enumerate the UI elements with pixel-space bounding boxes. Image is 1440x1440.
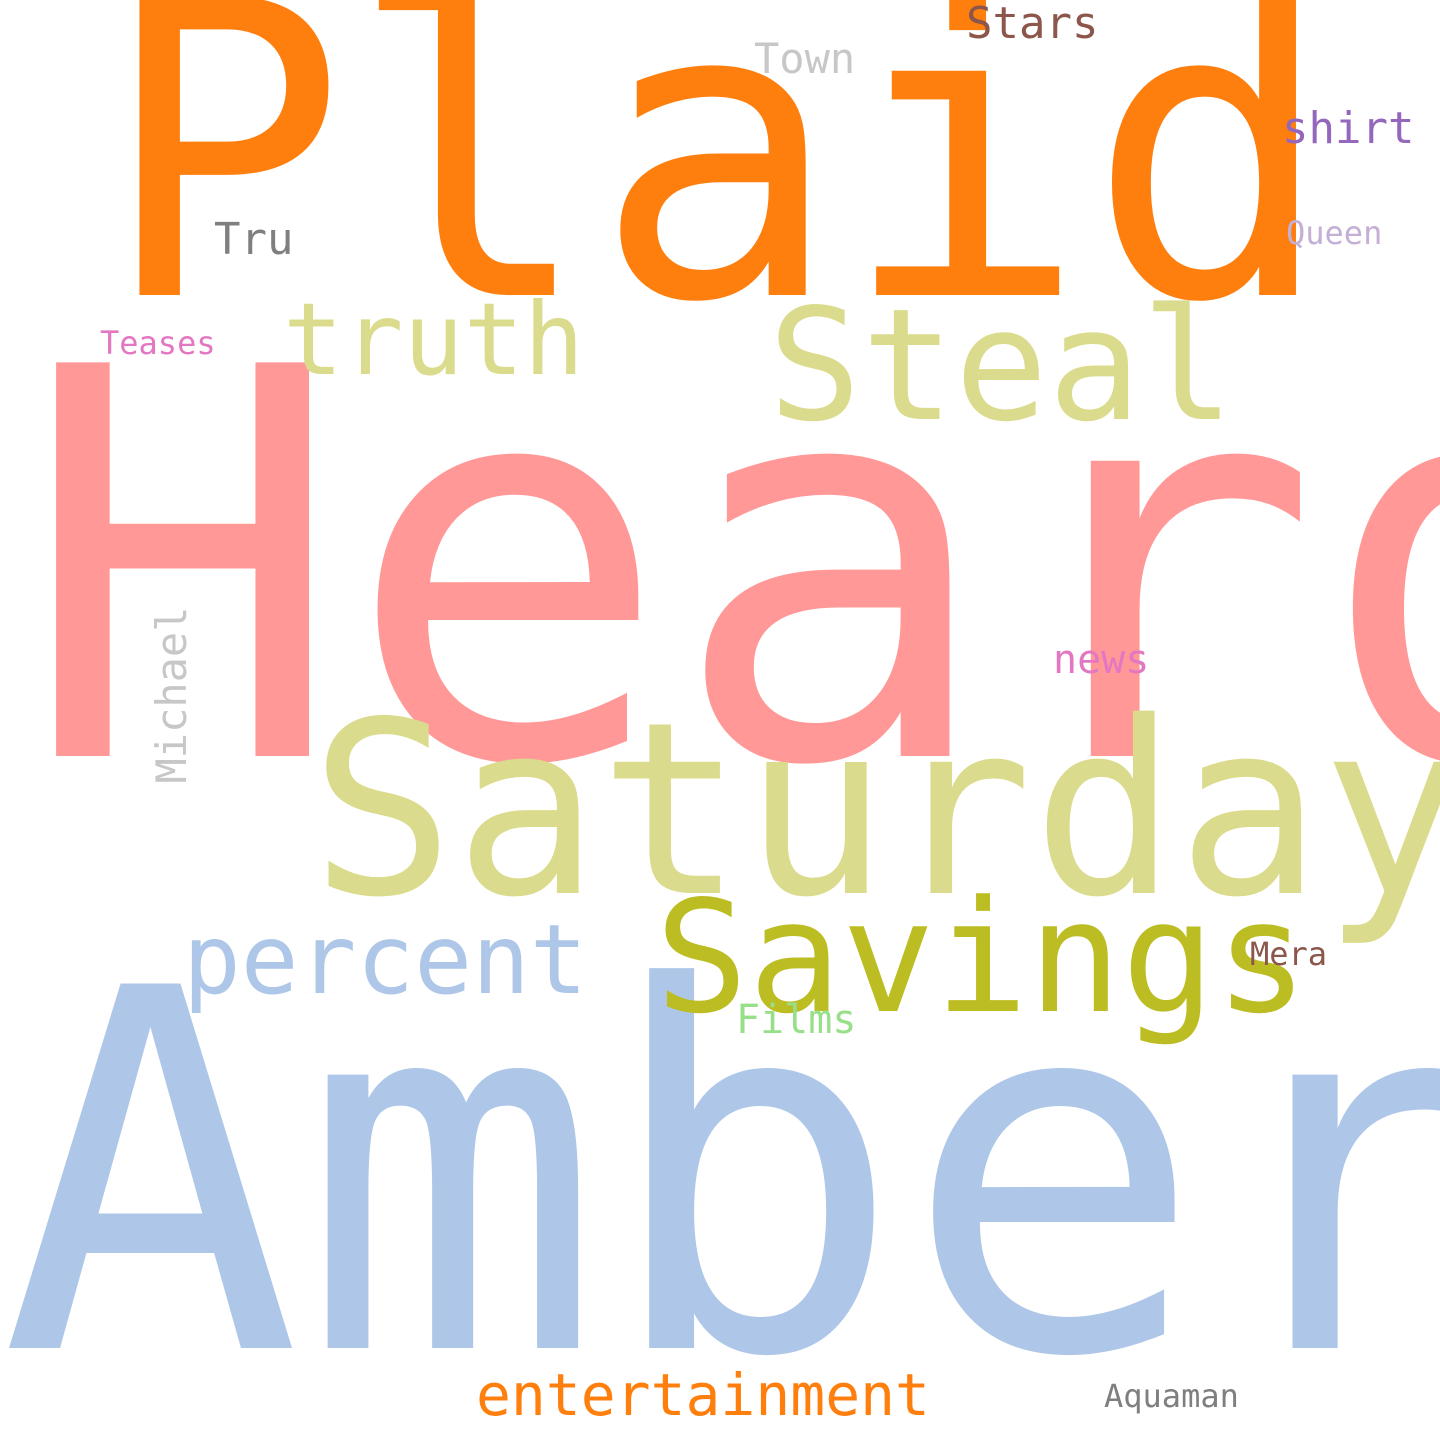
word-mera: Mera <box>1250 935 1328 973</box>
word-entertainment: entertainment <box>476 1361 930 1429</box>
word-saturday: Saturday <box>310 670 1440 950</box>
word-michael: Michael <box>147 606 196 784</box>
word-heard: Heard <box>20 256 1440 884</box>
word-steal: Steal <box>768 275 1235 456</box>
word-shirt: shirt <box>1282 103 1415 154</box>
word-stars: Stars <box>966 0 1099 49</box>
word-savings: Savings <box>655 867 1309 1048</box>
word-truth: truth <box>283 281 585 398</box>
word-amber: Amber <box>0 884 1440 1440</box>
word-aquaman: Aquaman <box>1104 1377 1239 1415</box>
word-films: Films <box>736 997 857 1043</box>
word-plaid: Plaid <box>100 0 1335 392</box>
word-town: Town <box>754 34 856 83</box>
word-percent: percent <box>183 904 588 1016</box>
word-news: news <box>1053 637 1150 683</box>
word-teases: Teases <box>100 324 216 362</box>
word-tru: Tru <box>214 214 294 265</box>
word-queen: Queen <box>1286 214 1383 252</box>
